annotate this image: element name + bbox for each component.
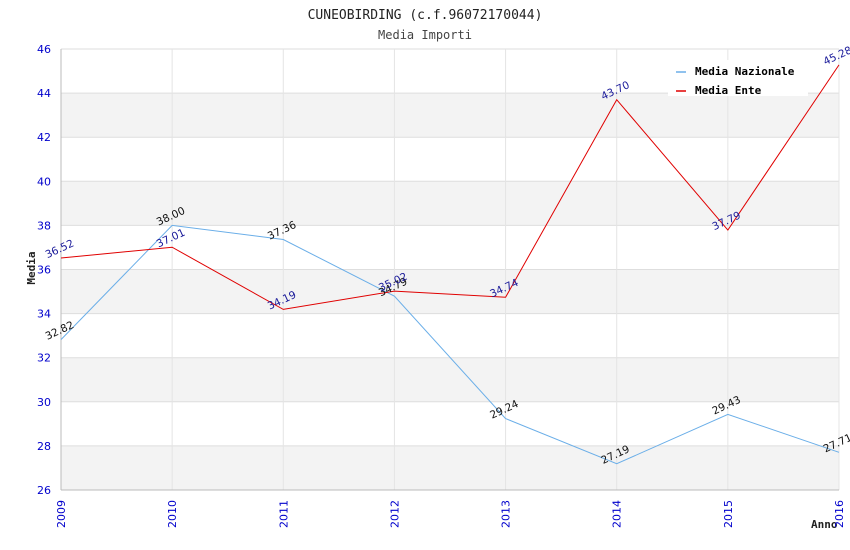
y-tick-label: 44 <box>37 87 51 100</box>
gridlines <box>60 48 840 491</box>
y-tick-label: 46 <box>37 43 51 56</box>
series-lines <box>60 64 840 465</box>
legend: Media Nazionale Media Ente <box>668 60 808 97</box>
y-tick-label: 32 <box>37 352 51 365</box>
x-tick-labels: 2009 2010 2011 2012 2013 2014 2015 2016 <box>55 500 846 528</box>
y-axis-title: Media <box>25 251 38 284</box>
chart-title: CUNEOBIRDING (c.f.96072170044) <box>308 8 543 23</box>
x-tick-label: 2014 <box>611 500 624 528</box>
y-tick-label: 26 <box>37 484 51 497</box>
x-tick-label: 2010 <box>166 500 179 528</box>
y-tick-labels: 26 28 30 32 34 36 38 40 42 44 46 <box>37 43 51 497</box>
grid-band <box>61 357 839 402</box>
grid-band <box>61 93 839 138</box>
y-tick-label: 42 <box>37 131 51 144</box>
grid-band <box>61 181 839 226</box>
chart-subtitle: Media Importi <box>378 28 472 42</box>
y-tick-label: 30 <box>37 396 51 409</box>
legend-label-media-nazionale: Media Nazionale <box>695 65 795 78</box>
x-axis-title: Anno <box>811 518 838 531</box>
y-tick-label: 34 <box>37 308 51 321</box>
x-tick-label: 2011 <box>277 500 290 528</box>
x-tick-label: 2015 <box>722 500 735 528</box>
legend-label-media-ente: Media Ente <box>695 84 762 97</box>
grid-band <box>61 269 839 314</box>
y-tick-label: 36 <box>37 264 51 277</box>
x-tick-label: 2009 <box>55 500 68 528</box>
y-tick-label: 28 <box>37 440 51 453</box>
series-line-media-ente <box>60 64 840 310</box>
y-tick-label: 38 <box>37 219 51 232</box>
grid-band <box>61 445 839 490</box>
y-tick-label: 40 <box>37 175 51 188</box>
legend-box <box>668 60 808 96</box>
x-tick-label: 2013 <box>500 500 513 528</box>
x-tick-label: 2016 <box>833 500 846 528</box>
x-tick-label: 2012 <box>388 500 401 528</box>
series-line-media-nazionale <box>60 224 840 465</box>
